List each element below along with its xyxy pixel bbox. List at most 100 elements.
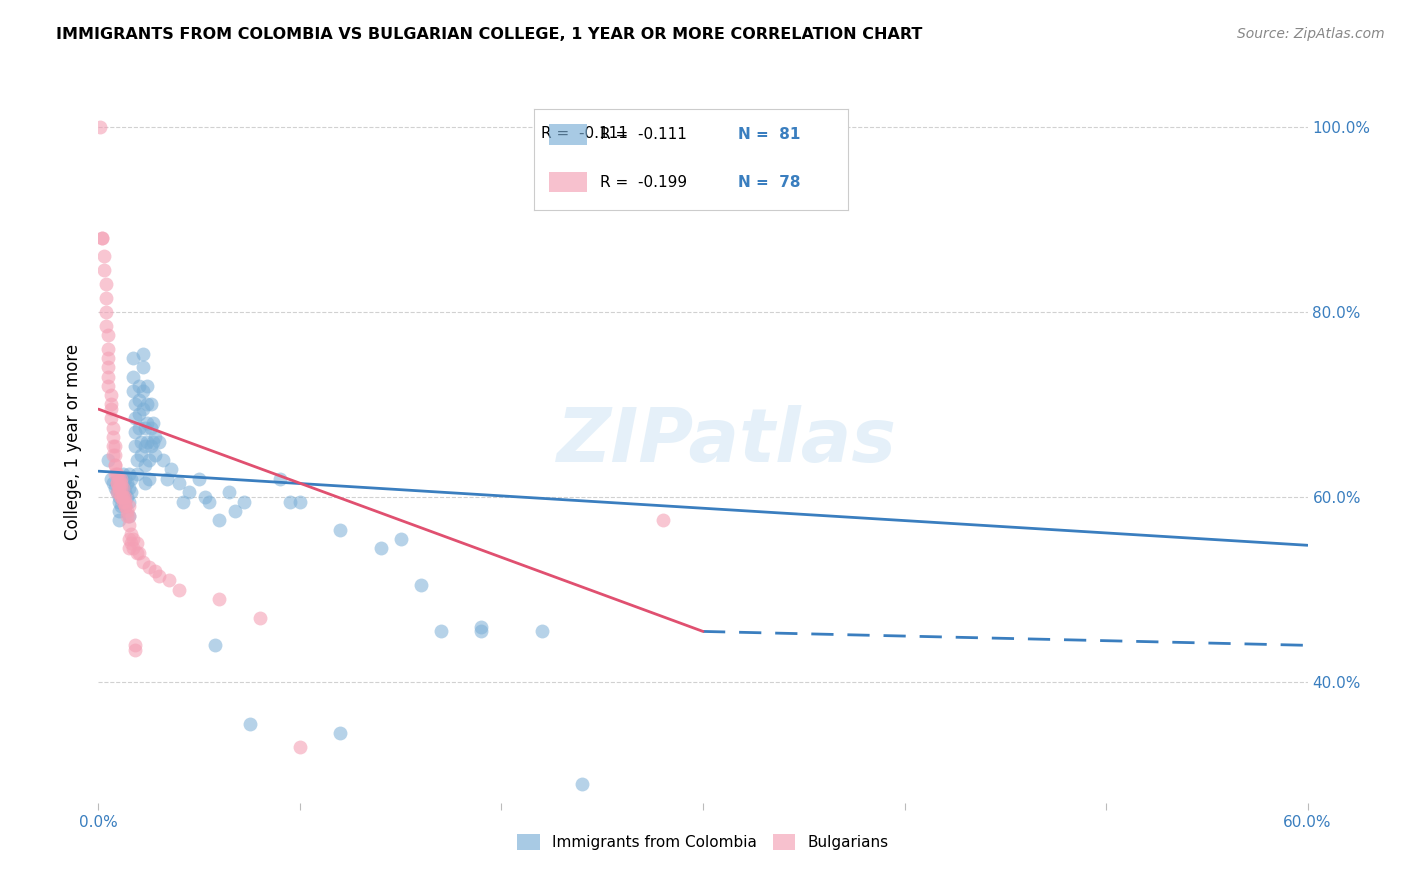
Point	[111, 467, 134, 481]
Point	[132, 384, 155, 398]
Point	[105, 467, 128, 481]
Point	[249, 610, 271, 624]
Point	[143, 430, 166, 444]
Text: IMMIGRANTS FROM COLOMBIA VS BULGARIAN COLLEGE, 1 YEAR OR MORE CORRELATION CHART: IMMIGRANTS FROM COLOMBIA VS BULGARIAN CO…	[56, 27, 922, 42]
Point	[120, 485, 142, 500]
Point	[125, 453, 148, 467]
Point	[194, 490, 217, 504]
Point	[110, 490, 132, 504]
Y-axis label: College, 1 year or more: College, 1 year or more	[65, 343, 83, 540]
Point	[224, 504, 246, 518]
Point	[93, 884, 115, 892]
Point	[118, 541, 141, 555]
Point	[198, 494, 221, 508]
Point	[91, 231, 114, 245]
Point	[157, 574, 180, 588]
Point	[97, 351, 120, 366]
Point	[138, 559, 160, 574]
Point	[103, 458, 125, 472]
Point	[97, 369, 120, 384]
Point	[121, 369, 143, 384]
Point	[111, 494, 134, 508]
Point	[132, 346, 155, 360]
Point	[239, 717, 262, 731]
Point	[105, 485, 128, 500]
Point	[100, 397, 122, 411]
Point	[111, 481, 134, 495]
Point	[138, 472, 160, 486]
Point	[110, 490, 132, 504]
Point	[115, 504, 138, 518]
Point	[135, 397, 157, 411]
Point	[100, 388, 122, 402]
Point	[208, 513, 231, 527]
Point	[135, 434, 157, 449]
Point	[101, 420, 124, 434]
Point	[124, 439, 146, 453]
Point	[105, 476, 128, 491]
Point	[142, 416, 165, 430]
Point	[124, 638, 146, 652]
Point	[128, 420, 150, 434]
Point	[571, 777, 593, 791]
Point	[97, 453, 120, 467]
Point	[101, 439, 124, 453]
Point	[97, 342, 120, 356]
Point	[167, 476, 190, 491]
Legend: Immigrants from Colombia, Bulgarians: Immigrants from Colombia, Bulgarians	[512, 829, 894, 856]
Point	[128, 407, 150, 421]
Point	[115, 476, 138, 491]
Point	[118, 508, 141, 523]
Point	[120, 536, 142, 550]
Point	[105, 467, 128, 481]
Point	[156, 472, 179, 486]
Point	[134, 476, 156, 491]
Point	[118, 500, 141, 514]
Point	[97, 379, 120, 393]
Point	[148, 434, 170, 449]
Point	[167, 582, 190, 597]
Point	[120, 472, 142, 486]
Point	[278, 494, 301, 508]
Point	[111, 481, 134, 495]
Point	[132, 360, 155, 375]
Point	[218, 485, 240, 500]
Point	[107, 494, 129, 508]
Point	[103, 467, 125, 481]
Point	[118, 517, 141, 532]
Point	[148, 569, 170, 583]
Point	[118, 508, 141, 523]
Point	[188, 472, 211, 486]
Point	[132, 402, 155, 417]
Point	[100, 411, 122, 425]
Point	[329, 726, 352, 740]
Point	[651, 513, 673, 527]
Point	[118, 494, 141, 508]
Point	[124, 397, 146, 411]
Point	[288, 740, 311, 755]
Point	[129, 449, 152, 463]
Point	[96, 291, 118, 305]
Point	[124, 643, 146, 657]
Point	[124, 425, 146, 440]
Point	[470, 620, 492, 634]
Point	[124, 411, 146, 425]
Point	[138, 453, 160, 467]
Point	[96, 305, 118, 319]
Point	[110, 490, 132, 504]
Point	[103, 481, 125, 495]
Point	[139, 439, 162, 453]
Point	[121, 384, 143, 398]
Point	[103, 458, 125, 472]
Point	[110, 476, 132, 491]
Point	[204, 638, 226, 652]
Point	[430, 624, 453, 639]
Point	[107, 481, 129, 495]
Point	[118, 467, 141, 481]
Point	[409, 578, 432, 592]
Point	[97, 328, 120, 343]
Point	[121, 541, 143, 555]
Point	[107, 504, 129, 518]
Point	[114, 500, 136, 514]
Point	[389, 532, 412, 546]
